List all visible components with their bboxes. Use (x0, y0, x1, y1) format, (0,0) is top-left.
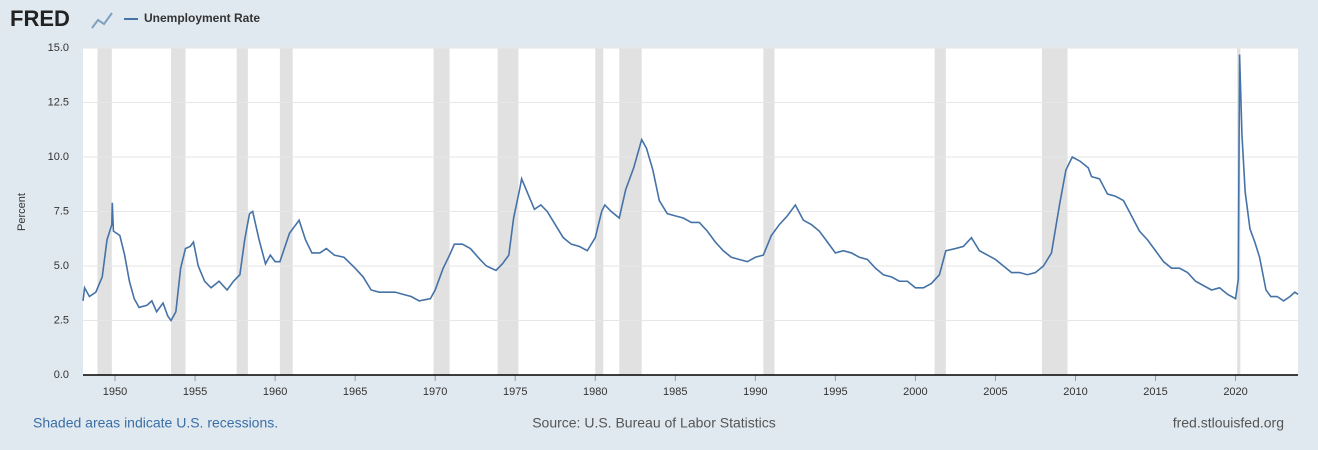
x-tick-label: 1980 (583, 386, 607, 398)
source: Source: U.S. Bureau of Labor Statistics (532, 415, 776, 431)
x-tick-label: 1985 (663, 386, 687, 398)
legend-label: Unemployment Rate (144, 11, 260, 25)
y-tick-label: 10.0 (48, 151, 69, 163)
x-tick-label: 1960 (263, 386, 287, 398)
x-tick-label: 1950 (103, 386, 127, 398)
y-axis-label: Percent (16, 193, 28, 231)
x-tick-label: 2015 (1143, 386, 1167, 398)
y-tick-label: 15.0 (48, 42, 69, 54)
y-tick-label: 7.5 (54, 205, 69, 217)
x-tick-label: 1995 (823, 386, 847, 398)
x-tick-label: 1965 (343, 386, 367, 398)
series-line (82, 54, 1299, 322)
x-tick-label: 1955 (183, 386, 207, 398)
x-tick-label: 1990 (743, 386, 767, 398)
x-tick-label: 2010 (1063, 386, 1087, 398)
y-tick-label: 12.5 (48, 96, 69, 108)
x-tick-label: 2000 (903, 386, 927, 398)
x-tick-label: 1970 (423, 386, 447, 398)
y-tick-label: 0.0 (54, 369, 69, 381)
x-tick-label: 2020 (1223, 386, 1247, 398)
logo: FRED (10, 6, 70, 31)
logo-icon (91, 12, 113, 29)
x-tick-label: 2005 (983, 386, 1007, 398)
recession-note: Shaded areas indicate U.S. recessions. (33, 415, 278, 431)
y-tick-label: 2.5 (54, 314, 69, 326)
site: fred.stlouisfed.org (1173, 415, 1284, 431)
y-tick-label: 5.0 (54, 260, 69, 272)
x-tick-label: 1975 (503, 386, 527, 398)
